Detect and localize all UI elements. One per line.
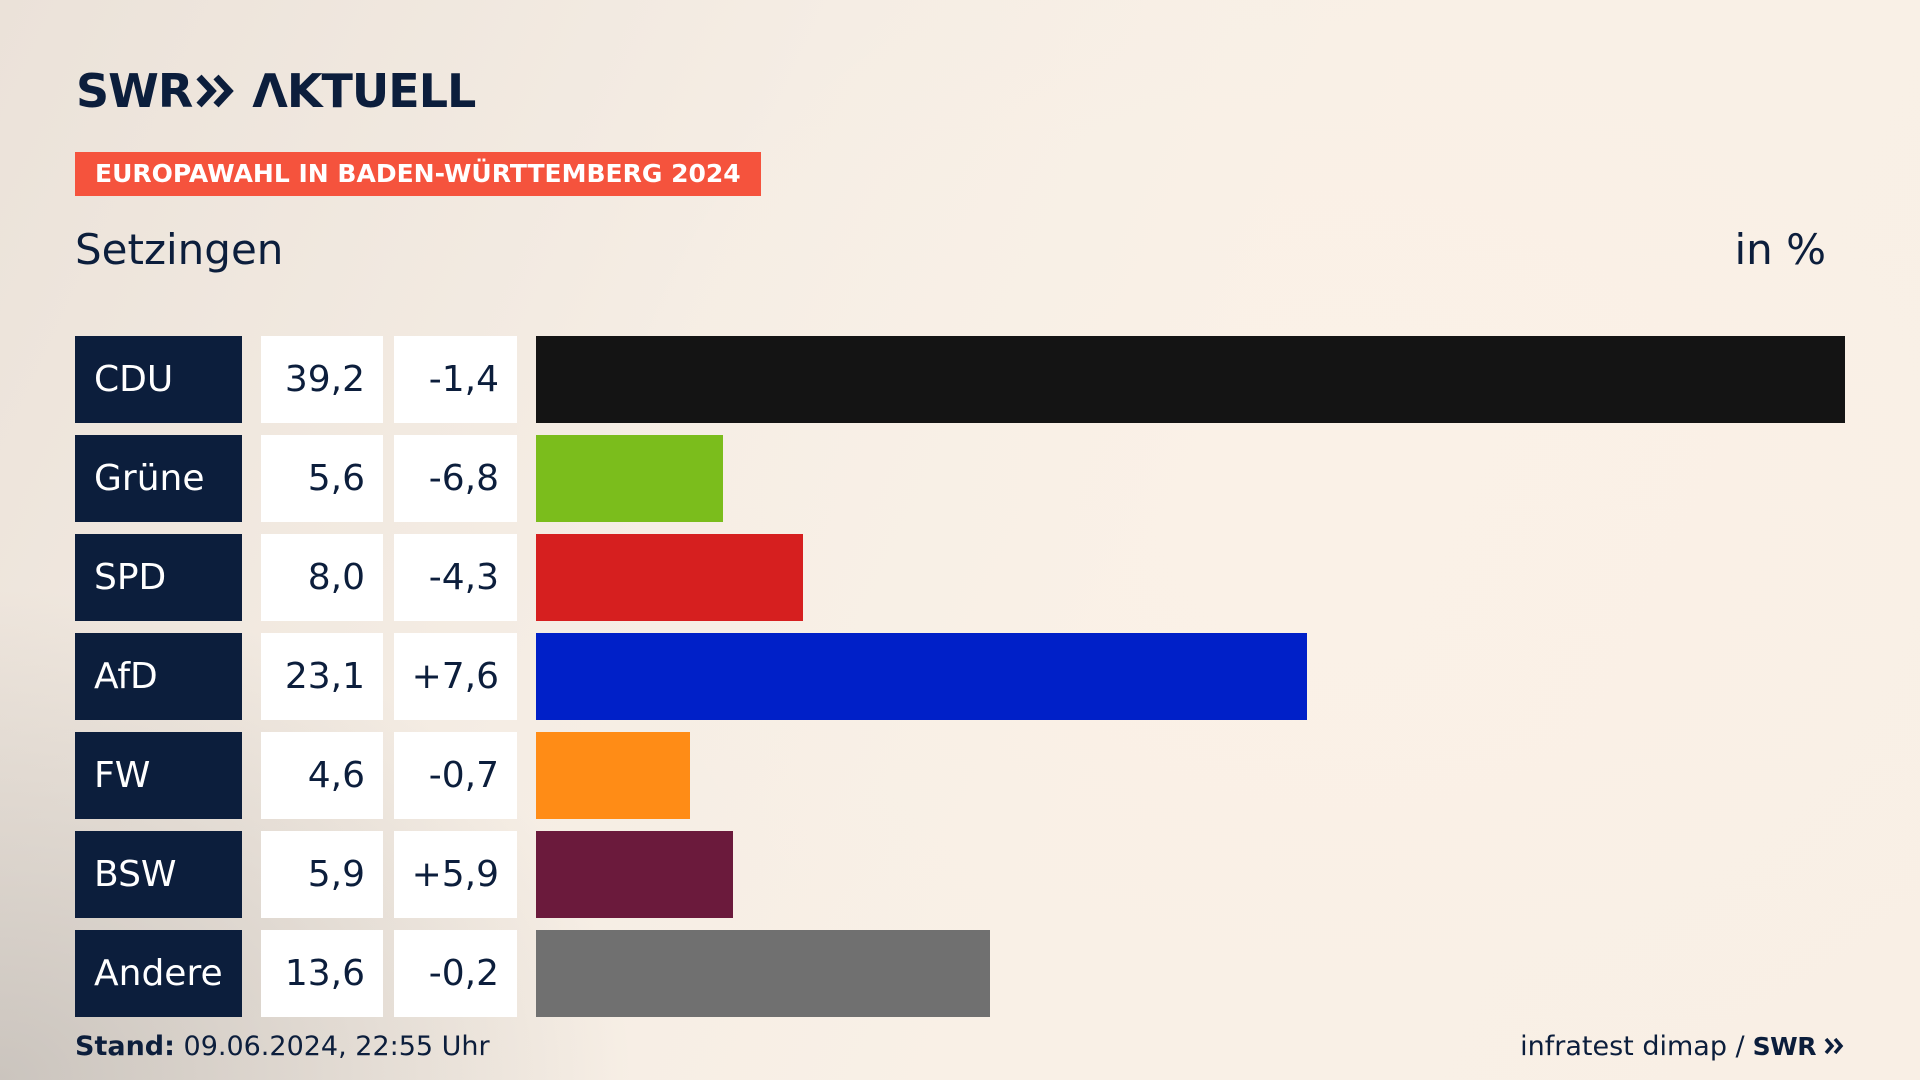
- timestamp: Stand: 09.06.2024, 22:55 Uhr: [75, 1030, 490, 1064]
- chart-row: CDU 39,2 -1,4: [75, 336, 1845, 423]
- vote-share-label: 23,1: [261, 633, 383, 720]
- result-bar: [536, 732, 690, 819]
- vote-change-label: +5,9: [394, 831, 517, 918]
- vote-share-label: 5,9: [261, 831, 383, 918]
- party-label: BSW: [75, 831, 242, 918]
- vote-change-label: -0,7: [394, 732, 517, 819]
- result-bar: [536, 534, 804, 621]
- party-label: Andere: [75, 930, 242, 1017]
- result-bar: [536, 336, 1845, 423]
- vote-change-label: -6,8: [394, 435, 517, 522]
- source-credit: infratest dimap / SWR: [1520, 1030, 1844, 1064]
- region-title: Setzingen: [75, 225, 284, 274]
- result-bar: [536, 435, 723, 522]
- party-label: SPD: [75, 534, 242, 621]
- vote-share-label: 5,6: [261, 435, 383, 522]
- logo-swr: SWR: [76, 64, 193, 118]
- chart-row: Andere 13,6 -0,2: [75, 930, 1845, 1017]
- election-tag: EUROPAWAHL IN BADEN-WÜRTTEMBERG 2024: [75, 152, 761, 196]
- result-bar: [536, 930, 991, 1017]
- result-bar: [536, 831, 734, 918]
- result-bar: [536, 633, 1308, 720]
- chart-row: AfD 23,1 +7,6: [75, 633, 1845, 720]
- party-label: Grüne: [75, 435, 242, 522]
- stand-value: 09.06.2024, 22:55 Uhr: [183, 1031, 490, 1062]
- chart-row: BSW 5,9 +5,9: [75, 831, 1845, 918]
- chart-row: Grüne 5,6 -6,8: [75, 435, 1845, 522]
- source-brand: SWR: [1752, 1032, 1817, 1061]
- chart-row: SPD 8,0 -4,3: [75, 534, 1845, 621]
- vote-change-label: -0,2: [394, 930, 517, 1017]
- small-chevron-icon: [1824, 1030, 1844, 1064]
- stand-label: Stand:: [75, 1031, 175, 1062]
- party-label: CDU: [75, 336, 242, 423]
- vote-change-label: -1,4: [394, 336, 517, 423]
- vote-share-label: 13,6: [261, 930, 383, 1017]
- vote-share-label: 39,2: [261, 336, 383, 423]
- swr-aktuell-logo: SWR ΛKTUELL: [76, 64, 476, 118]
- source-text: infratest dimap /: [1520, 1031, 1745, 1062]
- chart-row: FW 4,6 -0,7: [75, 732, 1845, 819]
- vote-change-label: +7,6: [394, 633, 517, 720]
- double-chevron-icon: [196, 74, 235, 108]
- vote-share-label: 8,0: [261, 534, 383, 621]
- party-label: FW: [75, 732, 242, 819]
- logo-aktuell: ΛKTUELL: [252, 64, 476, 118]
- party-label: AfD: [75, 633, 242, 720]
- unit-label: in %: [1734, 225, 1826, 274]
- vote-change-label: -4,3: [394, 534, 517, 621]
- vote-share-label: 4,6: [261, 732, 383, 819]
